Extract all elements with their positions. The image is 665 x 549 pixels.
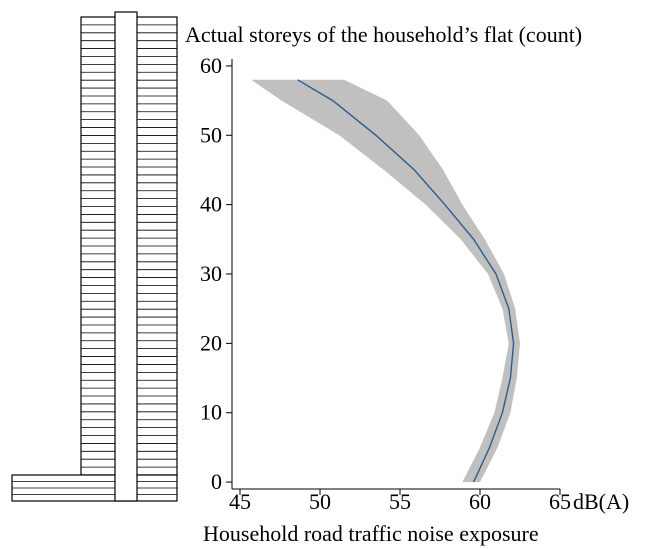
- y-tick-label: 40: [200, 192, 222, 217]
- fitted-line: [297, 79, 515, 483]
- building-core: [114, 11, 138, 502]
- x-tick-label: 60: [469, 489, 491, 514]
- y-tick-label: 30: [200, 261, 222, 286]
- y-tick-label: 60: [200, 53, 222, 78]
- y-ticks: 0 10 20 30 40 50 60: [200, 53, 232, 494]
- x-tick-label: 45: [229, 489, 251, 514]
- y-axis-title: Actual storeys of the household’s flat (…: [185, 22, 582, 47]
- fitted-line-layer: [297, 79, 515, 483]
- y-tick-label: 0: [211, 469, 222, 494]
- x-tick-label: 55: [389, 489, 411, 514]
- y-tick-label: 20: [200, 330, 222, 355]
- y-tick-label: 10: [200, 400, 222, 425]
- confidence-band: [251, 79, 520, 483]
- x-tick-label: 50: [309, 489, 331, 514]
- building-illustration: [11, 11, 178, 502]
- confidence-band-layer: [251, 79, 520, 483]
- y-tick-label: 50: [200, 122, 222, 147]
- x-axis-unit: dB(A): [573, 489, 629, 514]
- x-tick-label: 65: [549, 489, 571, 514]
- x-axis-title: Household road traffic noise exposure: [203, 521, 539, 546]
- x-ticks: 45 50 55 60 65: [229, 489, 571, 514]
